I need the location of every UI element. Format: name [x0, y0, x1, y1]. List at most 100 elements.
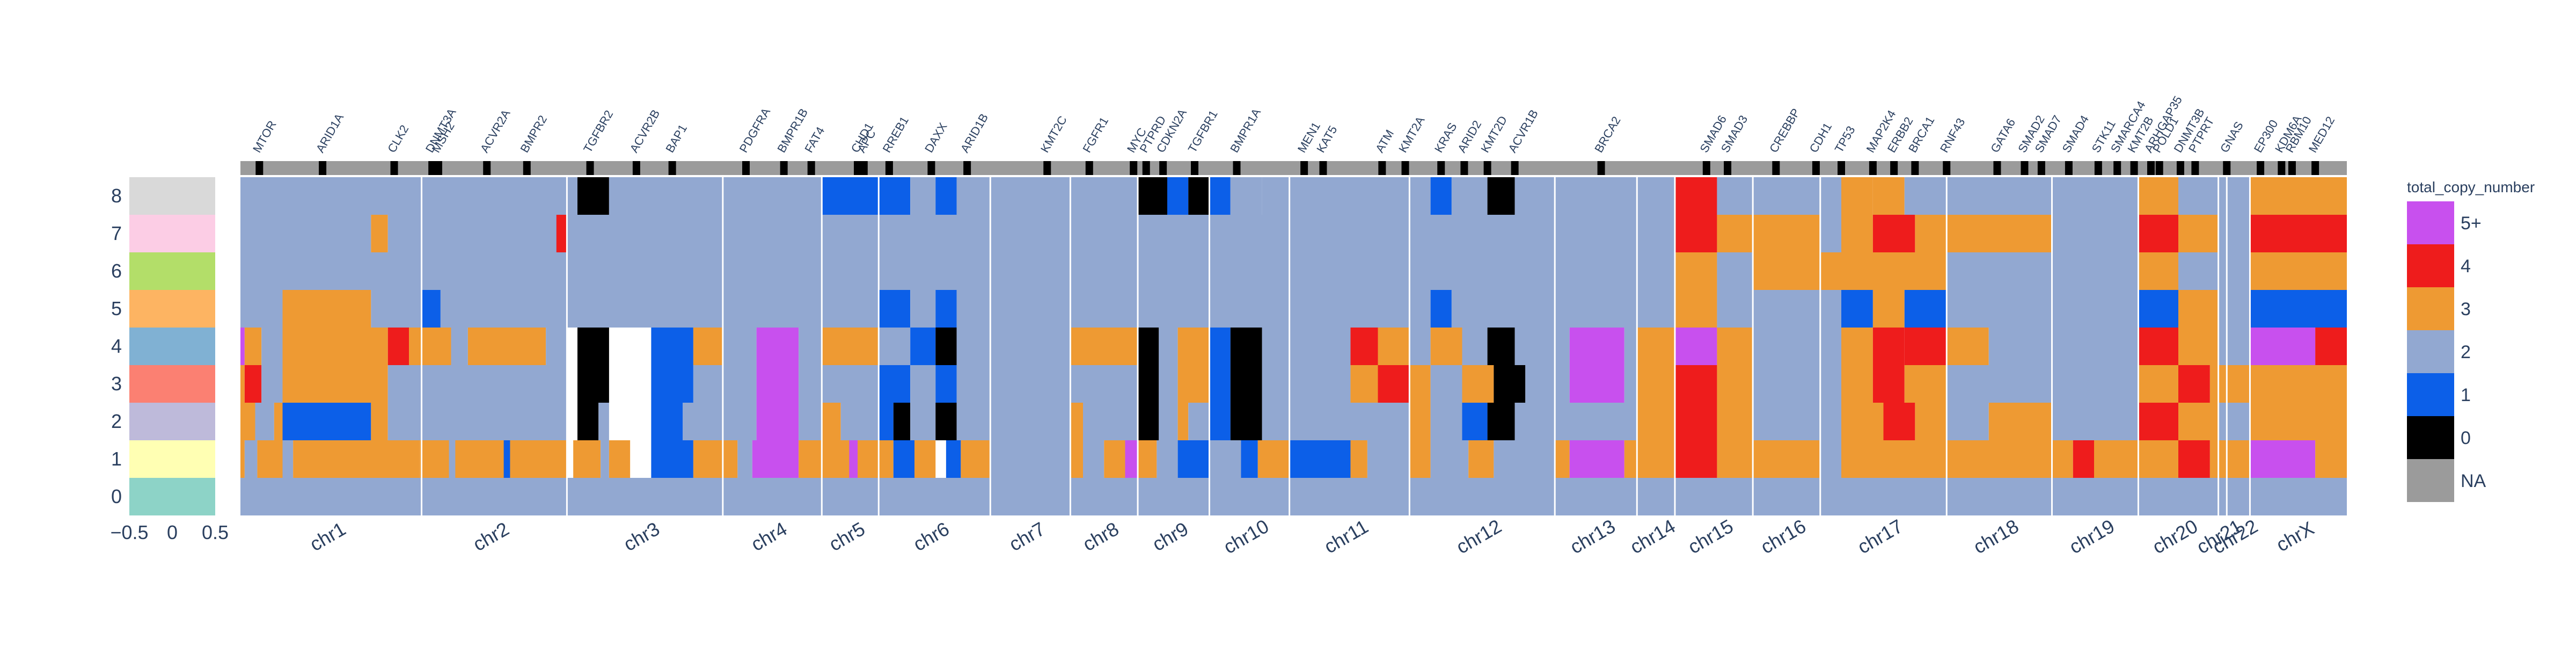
cn-segment-cell	[1753, 328, 1820, 365]
cn-segment-cell	[1872, 290, 1905, 328]
gene-mark	[586, 161, 594, 175]
cn-segment-cell	[879, 328, 911, 365]
gene-label: TGFBR1	[1185, 108, 1220, 155]
cn-segment-cell	[387, 365, 422, 403]
cn-segment-cell	[1289, 177, 1410, 215]
gene-label: CREBBP	[1767, 106, 1803, 155]
gene-mark	[255, 161, 264, 175]
cn-segment-cell	[1350, 365, 1378, 403]
cn-segment-cell	[1451, 290, 1555, 328]
cn-segment-cell	[1289, 328, 1351, 365]
cn-segment-cell	[1674, 365, 1717, 403]
gene-label: DAXX	[922, 120, 950, 155]
legend-label: 3	[2461, 299, 2471, 319]
cn-segment-cell	[1289, 403, 1410, 440]
cn-segment-cell	[1070, 365, 1138, 403]
gene-label: MTOR	[250, 118, 279, 155]
cn-segment-cell	[1753, 365, 1820, 403]
chromosome-label-row: chr1 chr2 chr3 chr4 chr5 chr6 chr7 chr8 chr9 chr1…	[306, 515, 2318, 558]
cn-segment-cell	[567, 215, 723, 252]
cn-segment-cell	[1430, 328, 1462, 365]
cn-segment-cell	[1841, 215, 1873, 252]
cn-segment-cell	[1717, 328, 1753, 365]
cn-segment-cell	[1487, 403, 1515, 440]
gene-mark	[319, 161, 327, 175]
cn-segment-cell	[1462, 403, 1488, 440]
cn-segment-cell	[2209, 440, 2250, 478]
chromosome-label: chr5	[825, 518, 868, 556]
cn-segment-cell	[756, 403, 799, 440]
cn-segment-cell	[1637, 328, 1675, 365]
cn-segment-cell	[1125, 440, 1138, 478]
legend-title: total_copy_number	[2407, 179, 2535, 195]
cn-segment-cell	[1753, 215, 1820, 252]
cn-segment-cell	[1138, 177, 1167, 215]
gene-label: SMAD4	[2060, 113, 2092, 155]
cn-segment-cell	[2250, 440, 2316, 478]
gene-label: RNF43	[1937, 116, 1967, 155]
gene-mark	[927, 161, 935, 175]
gene-label: BRCA2	[1592, 114, 1623, 155]
cn-segment-cell	[693, 328, 723, 365]
gene-mark	[2191, 161, 2199, 175]
cn-segment-cell	[1409, 177, 1431, 215]
cn-segment-cell	[651, 403, 683, 440]
cn-segment-cell	[1555, 328, 1570, 365]
cn-segment-cell	[1637, 403, 1675, 440]
gene-label: KMT2C	[1038, 113, 1070, 155]
cn-segment-cell	[722, 177, 822, 215]
gene-mark	[2155, 161, 2163, 175]
cn-segment-cell	[2250, 365, 2347, 403]
gene-mark	[963, 161, 971, 175]
cn-segment-cell	[1946, 252, 2052, 290]
cn-segment-cell	[879, 365, 911, 403]
cn-segment-cell	[2218, 328, 2250, 365]
cn-segment-cell	[1430, 403, 1462, 440]
cn-segment-cell	[282, 290, 371, 328]
legend-swatch	[2407, 287, 2454, 330]
cn-segment-cell	[822, 290, 879, 328]
cn-segment-cell	[573, 440, 601, 478]
gene-label: GNAS	[2218, 119, 2246, 155]
cn-segment-cell	[244, 365, 262, 403]
sample-row-label: 2	[111, 410, 122, 432]
cn-segment-cell	[1070, 177, 1138, 215]
gene-label: BMPR2	[517, 113, 550, 155]
cn-segment-cell	[1555, 290, 1637, 328]
cn-segment-cell	[282, 328, 388, 365]
cn-segment-cell	[1409, 290, 1431, 328]
chromosome-label: chr20	[2149, 515, 2201, 558]
gene-mark	[2278, 161, 2286, 175]
cn-segment-cell	[683, 403, 723, 440]
cn-segment-cell	[2250, 290, 2347, 328]
cn-segment-cell	[1624, 328, 1637, 365]
gene-mark	[1943, 161, 1951, 175]
cn-segment-cell	[956, 177, 991, 215]
cn-segment-cell	[1674, 252, 1717, 290]
cn-segment-cell	[2218, 403, 2250, 440]
cn-segment-cell	[387, 328, 409, 365]
cn-segment-cell	[961, 440, 991, 478]
cn-segment-cell	[1946, 440, 2052, 478]
cn-segment-cell	[387, 215, 422, 252]
cn-segment-cell	[910, 177, 936, 215]
cn-segment-cell	[1674, 177, 1717, 215]
cn-segment-cell	[1820, 365, 1841, 403]
cn-segment-cell	[1674, 290, 1717, 328]
cn-segment-cell	[799, 440, 822, 478]
cn-segment-cell	[2178, 177, 2219, 215]
cn-segment-cell	[722, 252, 822, 290]
cn-segment-cell	[1820, 403, 1841, 440]
cn-segment-cell	[1555, 177, 1637, 215]
cn-segment-cell	[1177, 403, 1189, 440]
gene-mark	[2288, 161, 2296, 175]
gene-label: KMT2A	[1396, 114, 1427, 155]
cn-segment-cell	[1820, 328, 1841, 365]
cn-segment-cell	[240, 365, 245, 403]
chromosome-label: chr2	[469, 518, 513, 556]
cn-segment-cell	[1138, 328, 1159, 365]
gene-mark	[1812, 161, 1820, 175]
cn-segment-cell	[1569, 328, 1624, 365]
cn-segment-cell	[1350, 440, 1367, 478]
